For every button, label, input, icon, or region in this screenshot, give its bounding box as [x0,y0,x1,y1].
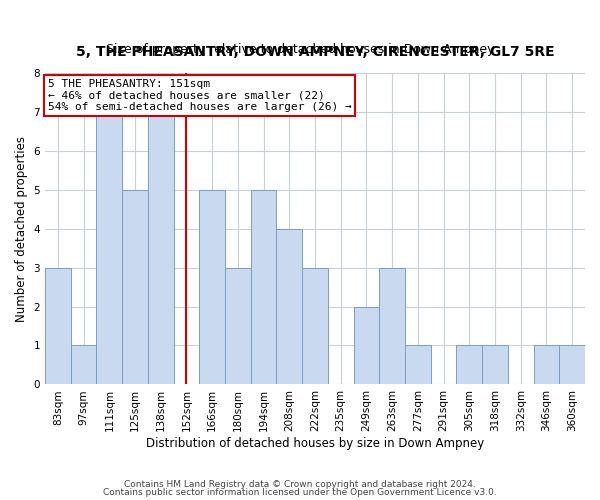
Title: 5, THE PHEASANTRY, DOWN AMPNEY, CIRENCESTER, GL7 5RE: 5, THE PHEASANTRY, DOWN AMPNEY, CIRENCES… [76,45,554,59]
Bar [71,346,97,385]
Bar [457,346,482,385]
Text: Contains public sector information licensed under the Open Government Licence v3: Contains public sector information licen… [103,488,497,497]
Text: Size of property relative to detached houses in Down Ampney: Size of property relative to detached ho… [106,42,494,56]
Text: 5 THE PHEASANTRY: 151sqm
← 46% of detached houses are smaller (22)
54% of semi-d: 5 THE PHEASANTRY: 151sqm ← 46% of detach… [47,78,352,112]
Bar [45,268,71,384]
Bar [122,190,148,384]
Bar [199,190,225,384]
Bar [353,306,379,384]
X-axis label: Distribution of detached houses by size in Down Ampney: Distribution of detached houses by size … [146,437,484,450]
Bar [482,346,508,385]
Bar [559,346,585,385]
Bar [251,190,277,384]
Bar [225,268,251,384]
Bar [533,346,559,385]
Text: Contains HM Land Registry data © Crown copyright and database right 2024.: Contains HM Land Registry data © Crown c… [124,480,476,489]
Bar [277,228,302,384]
Bar [302,268,328,384]
Bar [148,112,173,384]
Y-axis label: Number of detached properties: Number of detached properties [15,136,28,322]
Bar [405,346,431,385]
Bar [97,112,122,384]
Bar [379,268,405,384]
